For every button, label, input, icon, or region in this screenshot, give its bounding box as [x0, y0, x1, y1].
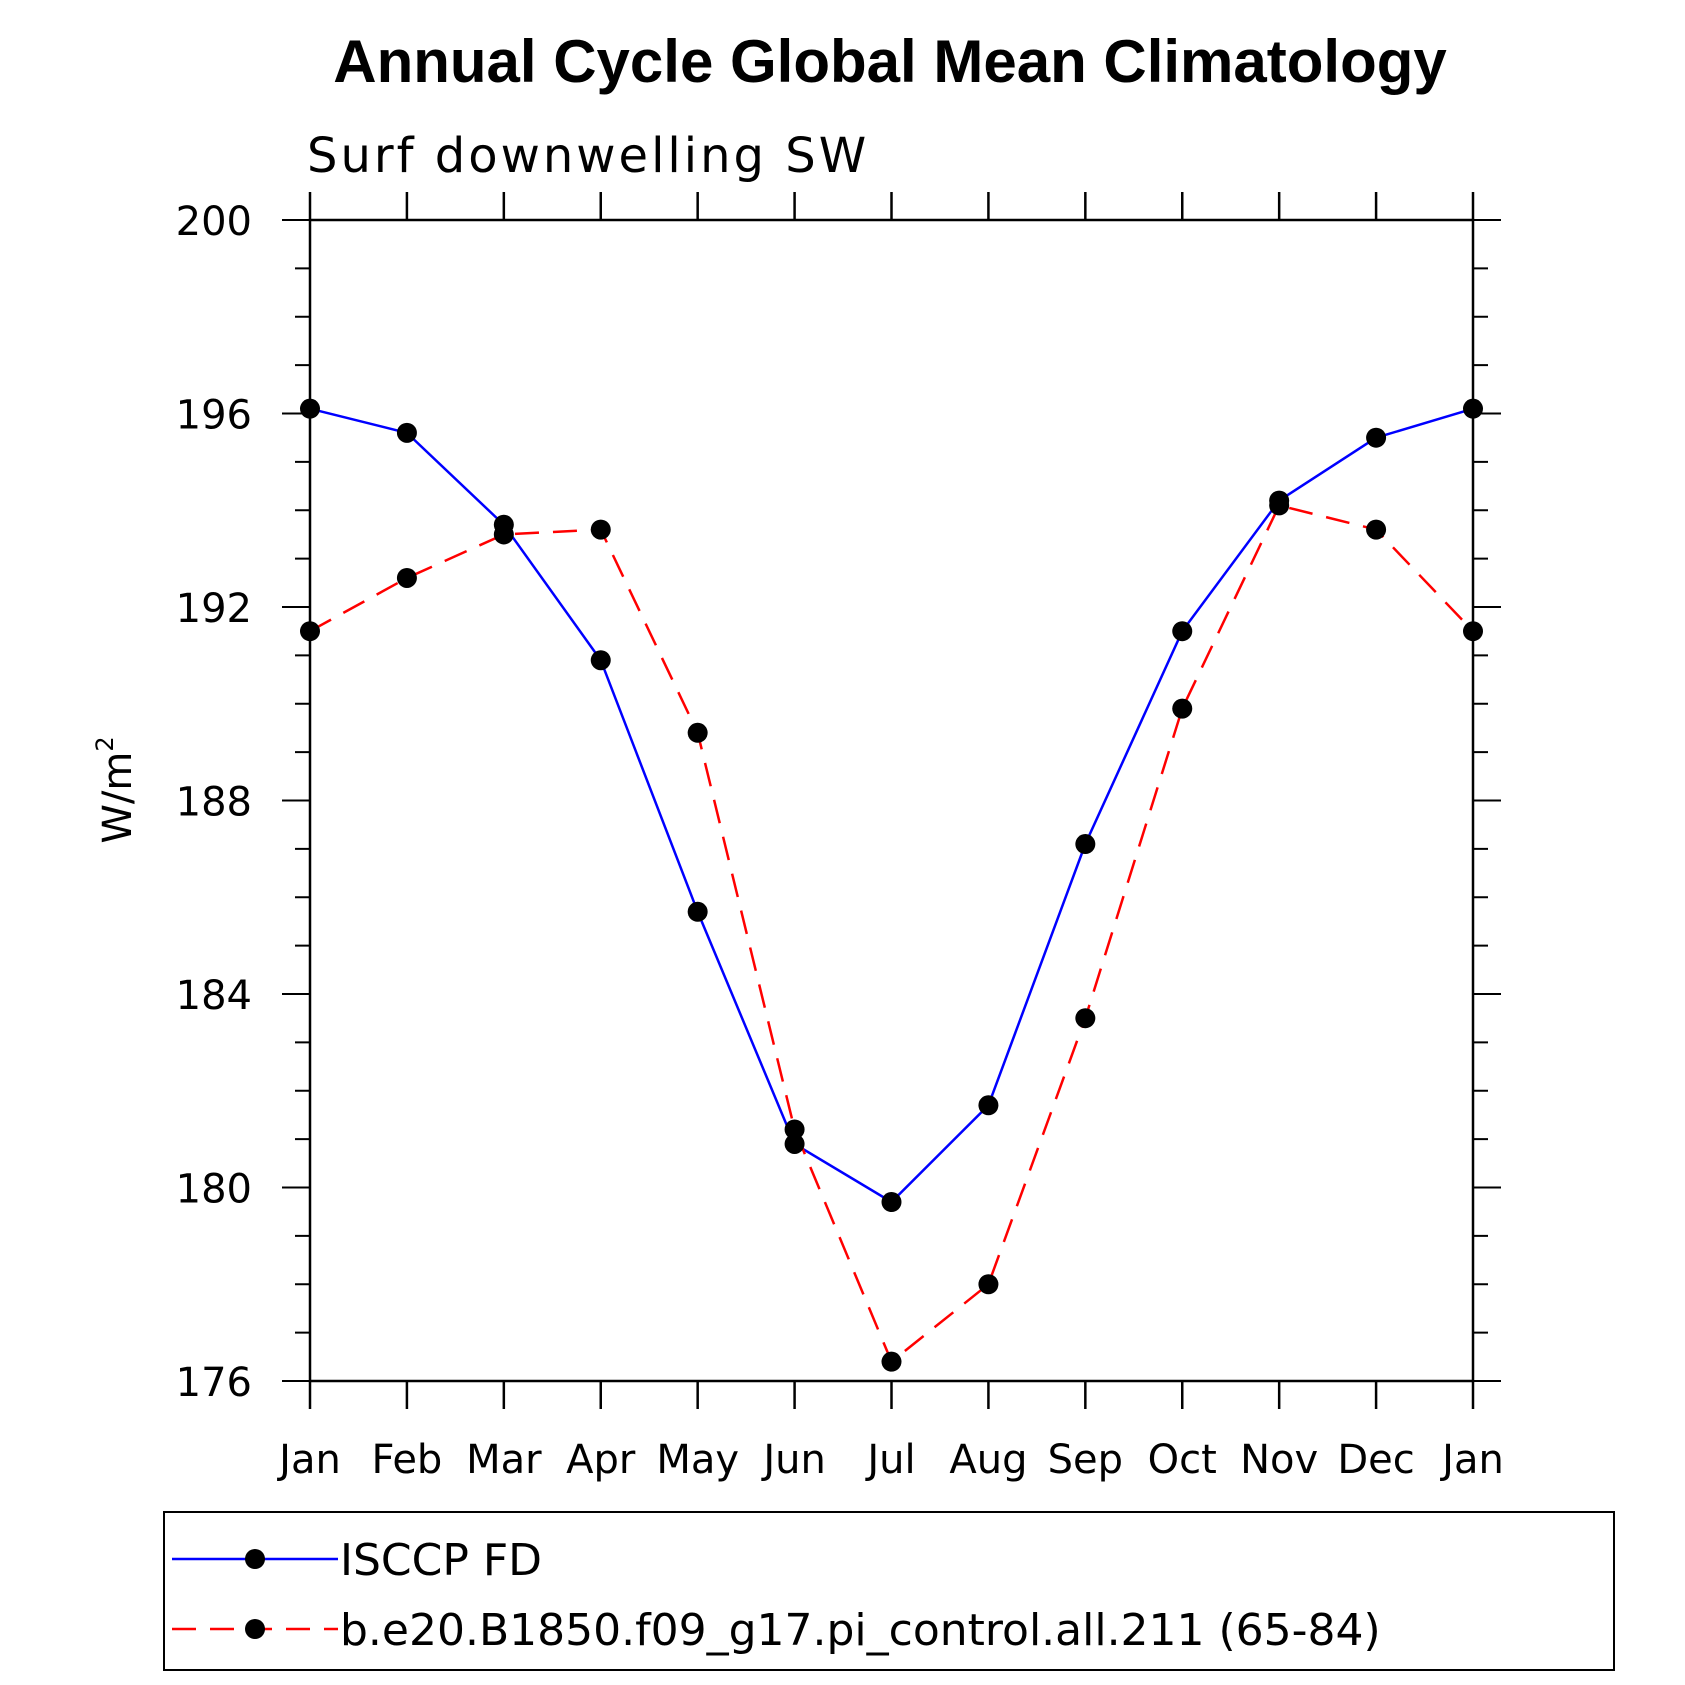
y-axis-label-text: W/m [95, 752, 141, 844]
data-point-series-1 [881, 1192, 902, 1213]
y-tick-label: 180 [176, 1167, 252, 1213]
x-tick-label: Apr [566, 1437, 636, 1483]
plot-axes [282, 192, 1501, 1409]
data-point-series-2 [493, 524, 514, 545]
data-point-series-1 [1366, 427, 1387, 448]
data-point-series-2 [1172, 698, 1193, 719]
data-point-series-1 [1172, 621, 1193, 642]
data-point-series-2 [300, 621, 320, 642]
y-tick-label: 188 [176, 780, 252, 826]
tick-labels: Jan Feb Mar Apr May Jun Jul Aug Sep Oct Nov Dec Jan 2… [176, 199, 1504, 1483]
data-point-series-2 [396, 567, 417, 588]
x-tick-label: Dec [1337, 1437, 1414, 1483]
data-point-series-1 [978, 1095, 999, 1116]
chart-subtitle: Surf downwelling SW [307, 128, 869, 184]
legend-label-2: b.e20.B1850.f09_g17.pi_control.all.211 (… [340, 1605, 1381, 1656]
y-axis-label: W/m2 [91, 736, 141, 843]
legend-marker-1 [245, 1549, 265, 1569]
data-point-series-1 [1075, 834, 1096, 855]
data-point-series-1 [396, 422, 417, 443]
data-point-series-2 [978, 1274, 999, 1295]
legend-marker-2 [245, 1619, 265, 1639]
x-tick-label: Feb [372, 1437, 443, 1483]
x-tick-label: Aug [949, 1437, 1027, 1483]
x-tick-label: Nov [1240, 1437, 1318, 1483]
x-tick-label: Jun [760, 1437, 826, 1483]
x-tick-label: Oct [1148, 1437, 1217, 1483]
x-tick-label: May [656, 1437, 739, 1483]
data-point-series-2 [687, 722, 708, 743]
y-tick-label: 200 [176, 199, 252, 245]
series-line-1 [309, 407, 1474, 1204]
legend-box [163, 1511, 1615, 1671]
x-tick-label: Sep [1048, 1437, 1123, 1483]
x-tick-label: Jul [864, 1437, 915, 1483]
legend-label-1: ISCCP FD [340, 1535, 542, 1586]
data-point-series-1 [300, 398, 320, 419]
y-tick-label: 176 [176, 1360, 252, 1406]
data-point-series-1 [687, 901, 708, 922]
legend: ISCCP FD b.e20.B1850.f09_g17.pi_control.a… [163, 1511, 1615, 1671]
y-tick-label: 184 [176, 973, 252, 1019]
x-tick-label: Jan [276, 1437, 341, 1483]
data-point-series-2 [881, 1351, 902, 1372]
y-axis-label-superscript: 2 [91, 736, 119, 751]
data-point-series-1 [590, 650, 611, 671]
chart-title: Annual Cycle Global Mean Climatology [333, 28, 1447, 95]
data-point-series-2 [1463, 621, 1483, 642]
y-tick-label: 192 [176, 586, 252, 632]
series-layer [300, 398, 1483, 1372]
series-line-2 [309, 503, 1474, 1364]
data-point-series-1 [1463, 398, 1483, 419]
data-point-series-2 [784, 1119, 805, 1140]
data-point-series-2 [590, 519, 611, 540]
data-point-series-2 [1366, 519, 1387, 540]
x-tick-label: Jan [1439, 1437, 1504, 1483]
data-point-series-2 [1075, 1008, 1096, 1029]
data-point-series-2 [1269, 495, 1290, 516]
data-point-series-1 [784, 1133, 805, 1154]
x-tick-label: Mar [466, 1437, 542, 1483]
y-tick-label: 196 [176, 393, 252, 439]
